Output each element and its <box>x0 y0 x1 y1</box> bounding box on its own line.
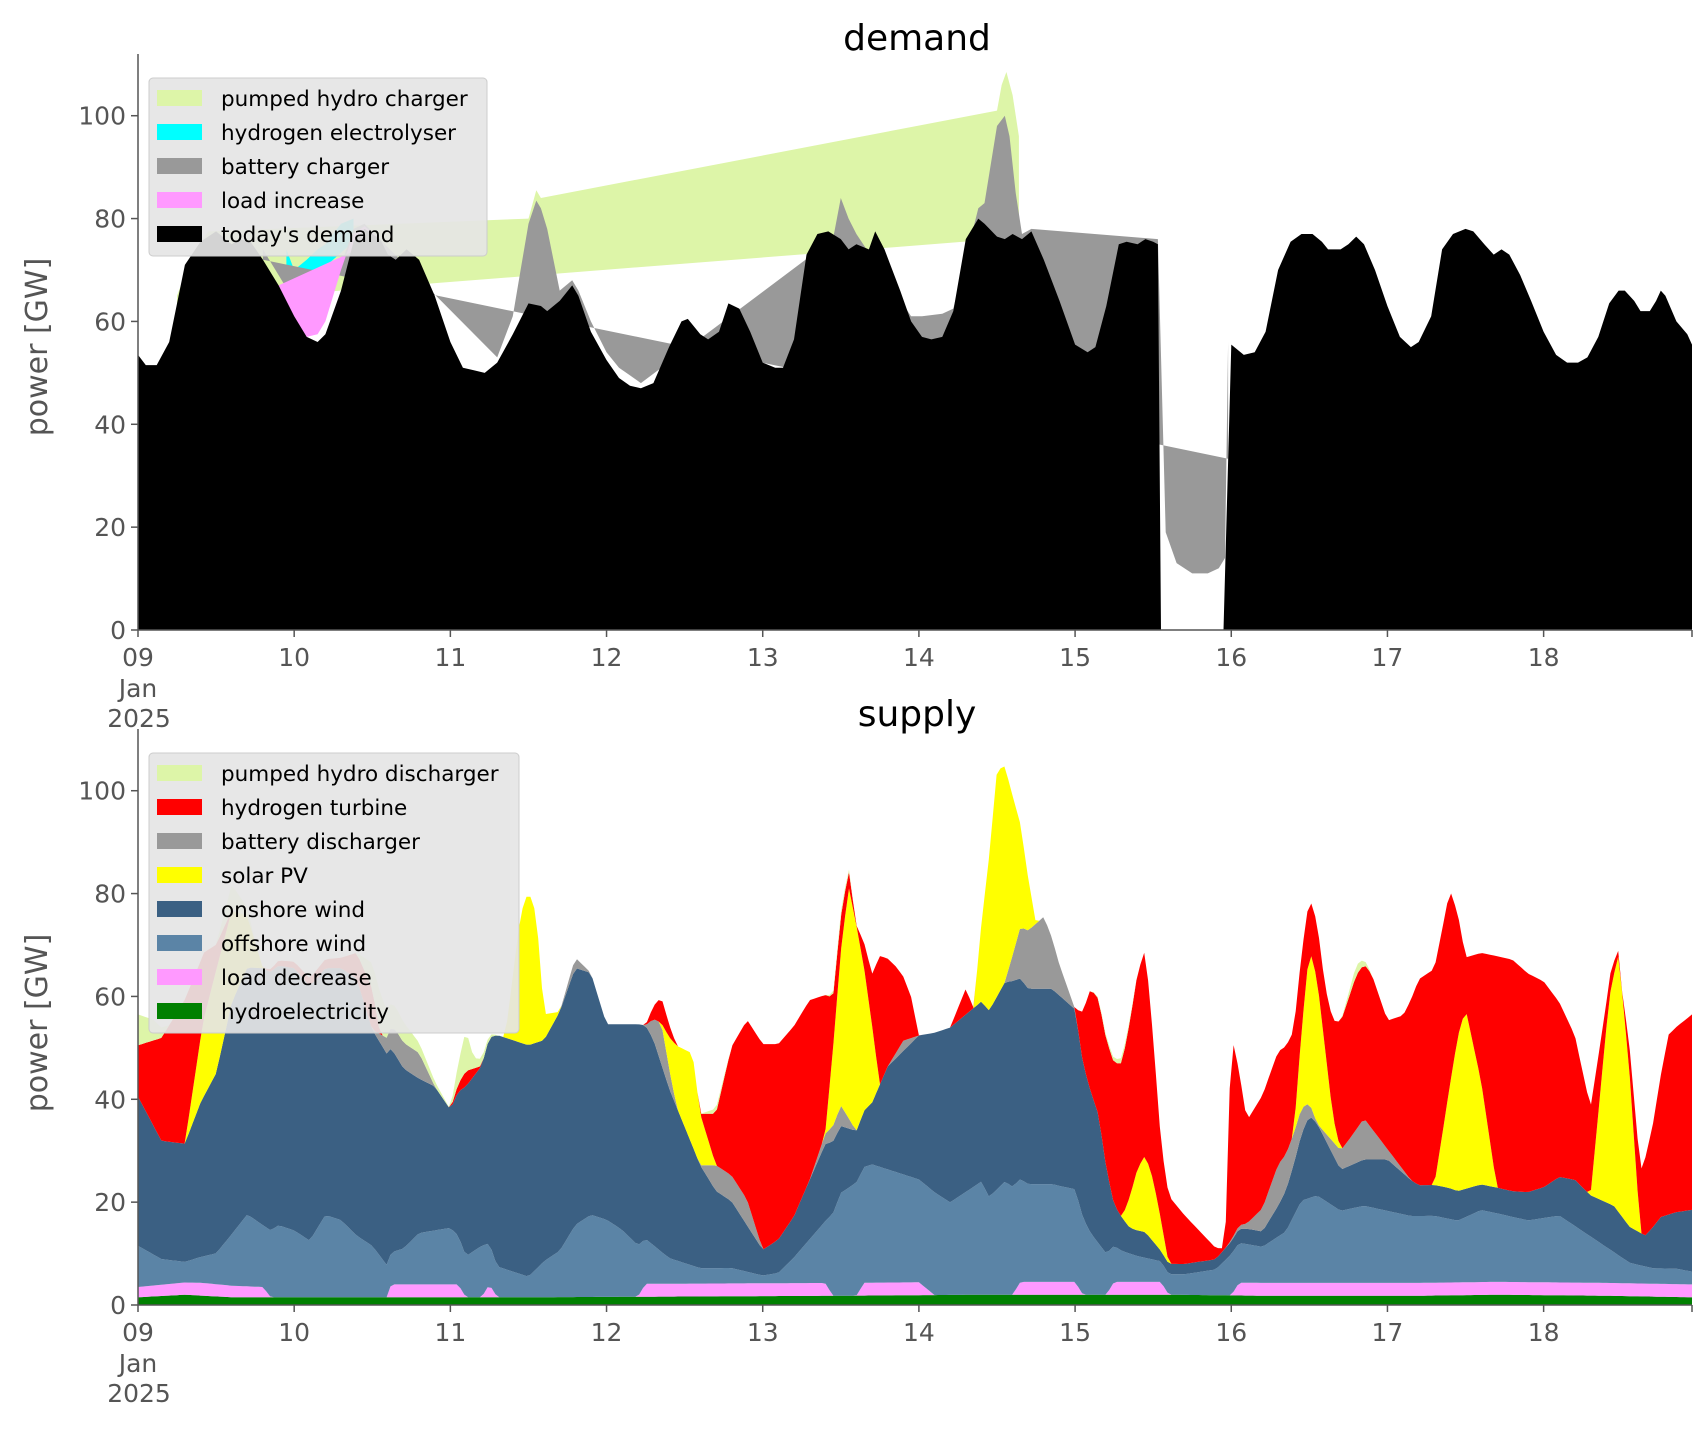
x-tick-label: 11 <box>434 643 466 672</box>
supply-title: supply <box>858 694 977 735</box>
supply-legend: pumped hydro discharger hydrogen turbine b… <box>148 752 520 1034</box>
legend-swatch <box>157 90 202 106</box>
area-hydroelectricity <box>138 1294 1692 1305</box>
legend-label: load increase <box>221 189 364 214</box>
legend-label: battery charger <box>221 155 389 180</box>
x-tick-label: 16 <box>1215 1318 1247 1347</box>
area-todays-demand <box>138 218 1692 630</box>
x-tick-label: 10 <box>278 1318 310 1347</box>
supply-y-axis-label: power [GW] <box>20 934 55 1113</box>
demand-y-axis-label: power [GW] <box>20 258 55 437</box>
legend-label: load decrease <box>221 966 372 991</box>
x-tick-label: 09 <box>122 1318 154 1347</box>
x-tick-month: Jan <box>117 674 158 703</box>
x-tick-year: 2025 <box>107 1379 171 1408</box>
demand-y-ticks: 0 20 40 60 80 100 <box>78 54 139 645</box>
x-tick-label: 16 <box>1215 643 1247 672</box>
x-tick-label: 14 <box>903 643 935 672</box>
legend-swatch <box>157 192 202 208</box>
y-tick-label: 40 <box>94 410 126 439</box>
y-tick-label: 60 <box>94 982 126 1011</box>
area-onshore-wind <box>138 966 1692 1277</box>
x-tick-label: 15 <box>1059 1318 1091 1347</box>
legend-label: offshore wind <box>221 932 366 957</box>
legend-swatch <box>157 765 202 781</box>
y-tick-label: 0 <box>110 1291 126 1320</box>
legend-label: today's demand <box>221 223 394 248</box>
legend-label: hydrogen electrolyser <box>221 121 456 146</box>
x-tick-label: 12 <box>591 1318 623 1347</box>
demand-legend: pumped hydro charger hydrogen electrolyse… <box>148 77 488 257</box>
x-tick-label: 18 <box>1528 643 1560 672</box>
y-tick-label: 100 <box>78 102 126 131</box>
legend-label: battery discharger <box>221 830 420 855</box>
area-load-decrease <box>138 1281 1692 1298</box>
demand-areas <box>138 72 1692 630</box>
legend-label: hydroelectricity <box>221 1000 389 1025</box>
x-tick-label: 12 <box>591 643 623 672</box>
x-tick-label: 18 <box>1528 1318 1560 1347</box>
legend-label: onshore wind <box>221 898 365 923</box>
legend-swatch <box>157 1003 202 1019</box>
y-tick-label: 80 <box>94 880 126 909</box>
demand-chart: demand power [GW] 0 20 40 60 80 100 09Jan2025… <box>20 18 1693 733</box>
legend-swatch <box>157 969 202 985</box>
y-tick-label: 0 <box>110 616 126 645</box>
area-load-increase <box>278 226 381 337</box>
x-tick-month: Jan <box>117 1349 158 1378</box>
x-tick-label: 13 <box>747 643 779 672</box>
legend-label: pumped hydro charger <box>221 87 468 112</box>
x-tick-year: 2025 <box>107 704 171 733</box>
legend-swatch <box>157 867 202 883</box>
x-tick-label: 10 <box>278 643 310 672</box>
area-hydrogen-turbine <box>138 766 1692 1264</box>
x-tick-label: 11 <box>434 1318 466 1347</box>
demand-title: demand <box>843 18 991 59</box>
legend-swatch <box>157 901 202 917</box>
legend-label: hydrogen turbine <box>221 796 407 821</box>
legend-label: solar PV <box>221 864 308 889</box>
x-tick-label: 14 <box>903 1318 935 1347</box>
y-tick-label: 80 <box>94 205 126 234</box>
y-tick-label: 100 <box>78 777 126 806</box>
x-tick-label: 09 <box>122 643 154 672</box>
supply-areas <box>138 766 1692 1305</box>
legend-swatch <box>157 226 202 242</box>
area-offshore-wind <box>138 1164 1692 1298</box>
legend-swatch <box>157 935 202 951</box>
legend-box <box>148 77 488 257</box>
x-tick-label: 15 <box>1059 643 1091 672</box>
x-tick-label: 17 <box>1372 1318 1404 1347</box>
legend-swatch <box>157 799 202 815</box>
x-tick-label: 13 <box>747 1318 779 1347</box>
supply-y-ticks: 0 20 40 60 80 100 <box>78 729 139 1320</box>
legend-box <box>148 752 520 1034</box>
y-tick-label: 20 <box>94 1188 126 1217</box>
y-tick-label: 20 <box>94 513 126 542</box>
legend-swatch <box>157 158 202 174</box>
legend-label: pumped hydro discharger <box>221 762 499 787</box>
y-tick-label: 60 <box>94 307 126 336</box>
legend-swatch <box>157 833 202 849</box>
y-tick-label: 40 <box>94 1085 126 1114</box>
x-tick-label: 17 <box>1372 643 1404 672</box>
legend-swatch <box>157 124 202 140</box>
